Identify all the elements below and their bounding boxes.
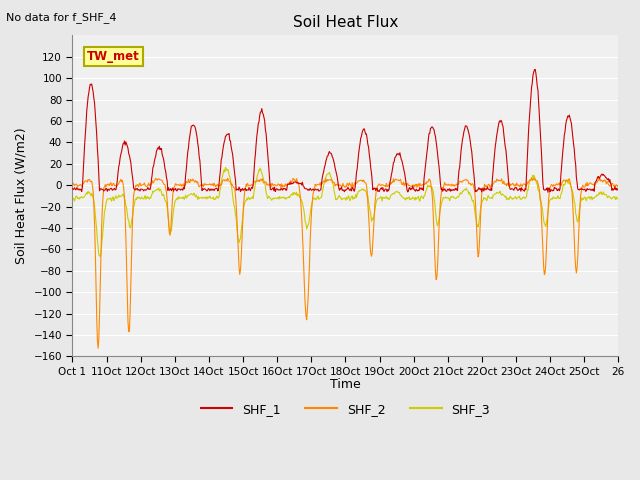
Text: No data for f_SHF_4: No data for f_SHF_4 [6, 12, 117, 23]
Title: Soil Heat Flux: Soil Heat Flux [292, 15, 398, 30]
Legend: SHF_1, SHF_2, SHF_3: SHF_1, SHF_2, SHF_3 [196, 398, 495, 420]
Y-axis label: Soil Heat Flux (W/m2): Soil Heat Flux (W/m2) [15, 128, 28, 264]
X-axis label: Time: Time [330, 378, 361, 391]
Text: TW_met: TW_met [87, 50, 140, 63]
